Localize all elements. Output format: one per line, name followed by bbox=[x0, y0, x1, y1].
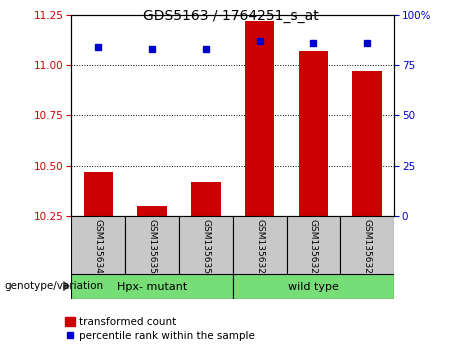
Bar bbox=[245, 21, 274, 216]
Bar bbox=[83, 172, 113, 216]
Bar bbox=[125, 216, 179, 274]
Text: GSM1356351: GSM1356351 bbox=[201, 219, 210, 280]
Text: GSM1356326: GSM1356326 bbox=[309, 219, 318, 280]
Bar bbox=[340, 216, 394, 274]
Bar bbox=[299, 51, 328, 216]
Polygon shape bbox=[64, 282, 69, 290]
Bar bbox=[287, 216, 340, 274]
Text: genotype/variation: genotype/variation bbox=[5, 281, 104, 291]
Bar bbox=[233, 216, 287, 274]
Bar bbox=[191, 182, 221, 216]
Text: Hpx- mutant: Hpx- mutant bbox=[117, 282, 187, 292]
Bar bbox=[71, 216, 125, 274]
Text: GSM1356349: GSM1356349 bbox=[94, 219, 103, 280]
Bar bbox=[137, 206, 167, 216]
Legend: transformed count, percentile rank within the sample: transformed count, percentile rank withi… bbox=[65, 317, 254, 341]
Text: GSM1356325: GSM1356325 bbox=[255, 219, 264, 280]
Bar bbox=[353, 71, 382, 216]
Text: GDS5163 / 1764251_s_at: GDS5163 / 1764251_s_at bbox=[142, 9, 319, 23]
Bar bbox=[233, 274, 394, 299]
Bar bbox=[71, 274, 233, 299]
Text: GSM1356327: GSM1356327 bbox=[363, 219, 372, 280]
Text: wild type: wild type bbox=[288, 282, 339, 292]
Text: GSM1356350: GSM1356350 bbox=[148, 219, 157, 280]
Bar bbox=[179, 216, 233, 274]
